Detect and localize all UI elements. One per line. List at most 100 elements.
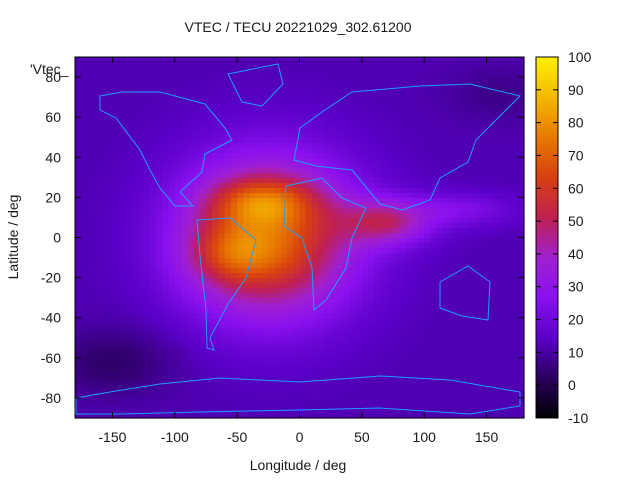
- heatmap-cell: [268, 242, 276, 249]
- heatmap-cell: [361, 257, 369, 264]
- heatmap-cell: [106, 72, 114, 78]
- heatmap-cell: [393, 302, 400, 309]
- heatmap-cell: [474, 162, 481, 168]
- heatmap-cell: [330, 292, 338, 299]
- heatmap-cell: [193, 202, 201, 209]
- heatmap-cell: [149, 412, 157, 419]
- heatmap-cell: [318, 327, 326, 334]
- heatmap-cell: [199, 247, 207, 254]
- heatmap-cell: [461, 337, 469, 344]
- heatmap-cell: [262, 132, 269, 138]
- heatmap-cell: [149, 307, 157, 314]
- heatmap-cell: [87, 262, 95, 269]
- heatmap-cell: [193, 247, 201, 254]
- heatmap-cell: [417, 262, 425, 269]
- heatmap-cell: [75, 317, 82, 324]
- heatmap-cell: [486, 172, 494, 178]
- heatmap-cell: [93, 127, 101, 133]
- heatmap-cell: [374, 137, 382, 143]
- heatmap-cell: [274, 107, 282, 113]
- heatmap-cell: [131, 272, 138, 279]
- heatmap-cell: [411, 402, 419, 409]
- heatmap-cell: [424, 87, 432, 93]
- heatmap-cell: [199, 77, 207, 83]
- heatmap-cell: [205, 192, 213, 198]
- heatmap-cell: [124, 267, 132, 274]
- heatmap-cell: [424, 237, 432, 244]
- heatmap-cell: [299, 92, 307, 98]
- heatmap-cell: [224, 132, 232, 138]
- heatmap-cell: [461, 237, 469, 244]
- heatmap-cell: [99, 287, 107, 294]
- heatmap-cell: [255, 117, 263, 123]
- heatmap-cell: [417, 202, 425, 209]
- heatmap-cell: [99, 232, 107, 239]
- heatmap-cell: [274, 57, 282, 63]
- heatmap-cell: [243, 297, 251, 304]
- heatmap-cell: [237, 322, 244, 329]
- heatmap-cell: [467, 392, 475, 399]
- heatmap-cell: [99, 397, 107, 404]
- heatmap-cell: [343, 177, 350, 183]
- heatmap-cell: [330, 387, 338, 394]
- heatmap-cell: [442, 257, 450, 264]
- heatmap-cell: [187, 137, 195, 143]
- heatmap-cell: [405, 227, 413, 234]
- heatmap-cell: [124, 187, 132, 193]
- heatmap-cell: [474, 272, 481, 279]
- heatmap-cell: [205, 272, 213, 279]
- heatmap-cell: [280, 62, 288, 68]
- heatmap-cell: [124, 347, 132, 354]
- heatmap-cell: [249, 142, 257, 148]
- heatmap-cell: [349, 192, 357, 198]
- heatmap-cell: [218, 342, 226, 349]
- heatmap-cell: [474, 217, 481, 224]
- heatmap-cell: [143, 247, 151, 254]
- heatmap-cell: [243, 387, 251, 394]
- heatmap-cell: [280, 122, 288, 128]
- heatmap-cell: [81, 137, 89, 143]
- heatmap-cell: [436, 232, 444, 239]
- heatmap-cell: [87, 167, 95, 173]
- heatmap-cell: [237, 247, 244, 254]
- heatmap-cell: [87, 222, 95, 229]
- heatmap-cell: [349, 367, 357, 374]
- heatmap-cell: [330, 392, 338, 399]
- heatmap-cell: [311, 352, 319, 359]
- heatmap-cell: [212, 67, 220, 73]
- heatmap-cell: [181, 237, 188, 244]
- heatmap-cell: [174, 242, 182, 249]
- heatmap-cell: [199, 307, 207, 314]
- heatmap-cell: [474, 377, 481, 384]
- heatmap-cell: [99, 412, 107, 419]
- heatmap-cell: [380, 142, 388, 148]
- heatmap-cell: [143, 97, 151, 103]
- heatmap-cell: [224, 362, 232, 369]
- heatmap-cell: [330, 137, 338, 143]
- heatmap-cell: [455, 122, 463, 128]
- heatmap-cell: [168, 107, 176, 113]
- heatmap-cell: [162, 262, 170, 269]
- heatmap-cell: [336, 187, 344, 193]
- heatmap-cell: [193, 392, 201, 399]
- heatmap-cell: [405, 107, 413, 113]
- heatmap-cell: [149, 297, 157, 304]
- heatmap-cell: [480, 207, 488, 214]
- heatmap-cell: [112, 372, 120, 379]
- heatmap-cell: [355, 377, 363, 384]
- heatmap-cell: [361, 277, 369, 284]
- heatmap-cell: [293, 187, 301, 193]
- heatmap-cell: [168, 137, 176, 143]
- heatmap-cell: [343, 297, 350, 304]
- heatmap-cell: [305, 387, 313, 394]
- heatmap-cell: [143, 367, 151, 374]
- heatmap-cell: [181, 167, 188, 173]
- heatmap-cell: [355, 332, 363, 339]
- heatmap-cell: [380, 227, 388, 234]
- heatmap-cell: [237, 122, 244, 128]
- heatmap-cell: [193, 107, 201, 113]
- heatmap-cell: [349, 162, 357, 168]
- heatmap-cell: [299, 67, 307, 73]
- heatmap-cell: [355, 177, 363, 183]
- heatmap-cell: [305, 297, 313, 304]
